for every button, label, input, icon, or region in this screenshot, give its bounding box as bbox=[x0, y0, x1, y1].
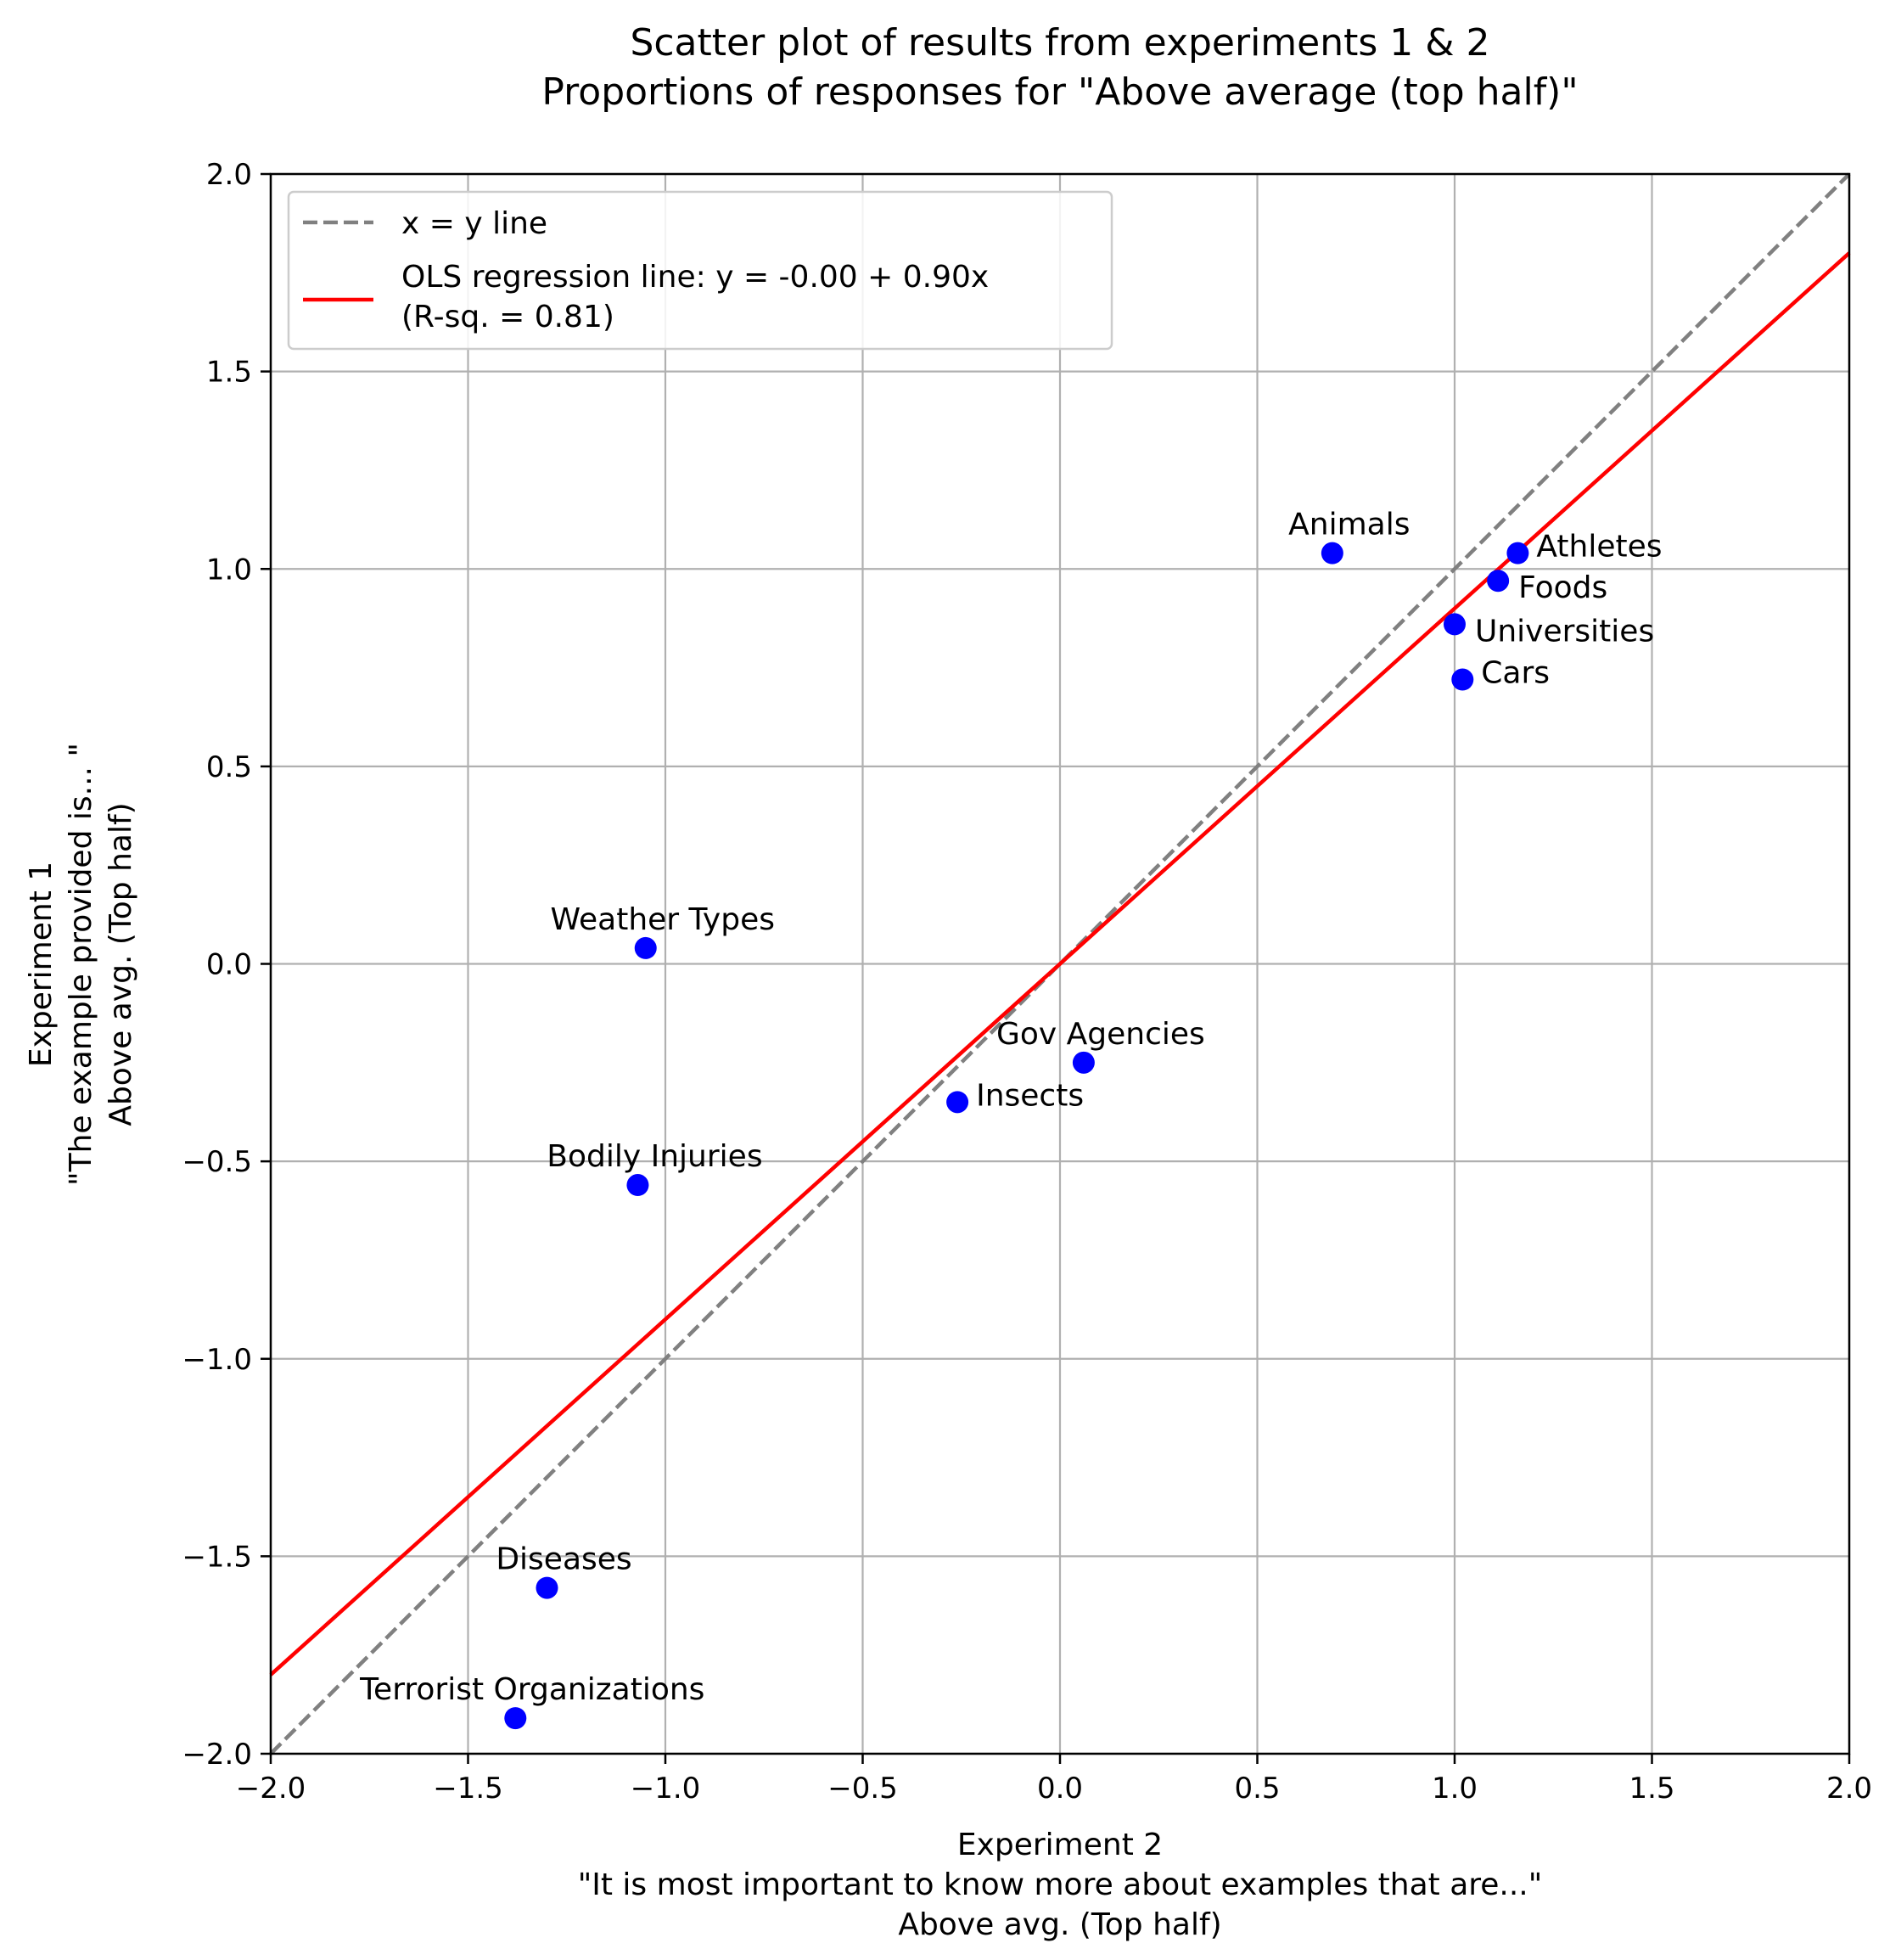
legend: x = y line OLS regression line: y = -0.00… bbox=[287, 190, 1113, 351]
y-tick-label: 0.5 bbox=[206, 750, 252, 784]
points-layer: Animals Athletes Foods Universities Cars Weat… bbox=[359, 508, 1663, 1730]
legend-label: (R-sq. = 0.81) bbox=[401, 300, 614, 334]
x-axis-label-line: Experiment 2 bbox=[957, 1828, 1163, 1862]
data-point bbox=[1451, 668, 1474, 691]
x-tick-label: −1.5 bbox=[433, 1772, 503, 1806]
data-point bbox=[1506, 542, 1529, 564]
x-tick-label: 1.0 bbox=[1432, 1772, 1478, 1806]
x-tick-label: −0.5 bbox=[827, 1772, 898, 1806]
y-tick-label: 1.5 bbox=[206, 356, 252, 390]
data-point bbox=[946, 1091, 969, 1114]
data-point bbox=[1487, 570, 1510, 592]
data-point bbox=[626, 1174, 649, 1197]
point-label: Foods bbox=[1518, 570, 1607, 605]
point-label: Insects bbox=[976, 1078, 1084, 1113]
lines-layer bbox=[269, 172, 1851, 1755]
y-axis-label-line: Experiment 1 bbox=[24, 862, 59, 1067]
point-label: Universities bbox=[1475, 614, 1654, 649]
x-axis-label-line: Above avg. (Top half) bbox=[898, 1907, 1221, 1942]
chart-title-line: Scatter plot of results from experiments… bbox=[630, 21, 1489, 65]
data-point bbox=[1072, 1051, 1095, 1074]
data-point bbox=[504, 1707, 527, 1730]
x-axis-label: Experiment 2 "It is most important to kno… bbox=[578, 1828, 1543, 1942]
ols-regression-line bbox=[269, 251, 1851, 1676]
legend-label: OLS regression line: y = -0.00 + 0.90x bbox=[401, 260, 989, 295]
ticks-layer: −2.0 −1.5 −1.0 −0.5 0.0 0.5 1.0 1.5 2.0 −2.0 −1.5 −… bbox=[182, 158, 1872, 1806]
data-point bbox=[1321, 542, 1343, 564]
x-tick-label: −2.0 bbox=[236, 1772, 306, 1806]
x-tick-label: 0.5 bbox=[1234, 1772, 1280, 1806]
y-tick-label: −1.5 bbox=[182, 1540, 252, 1574]
y-axis-label-line: "The example provided is... " bbox=[64, 743, 98, 1186]
point-label: Weather Types bbox=[551, 902, 775, 937]
y-tick-label: 1.0 bbox=[206, 553, 252, 587]
point-label: Cars bbox=[1481, 656, 1550, 691]
y-tick-label: −0.5 bbox=[182, 1145, 252, 1179]
chart-title-line: Proportions of responses for "Above aver… bbox=[541, 70, 1578, 114]
y-axis-label-line: Above avg. (Top half) bbox=[104, 802, 138, 1126]
point-label: Terrorist Organizations bbox=[359, 1672, 704, 1707]
point-label: Athletes bbox=[1536, 530, 1662, 564]
data-point bbox=[1444, 613, 1466, 636]
chart-title: Scatter plot of results from experiments… bbox=[541, 21, 1578, 114]
legend-label: x = y line bbox=[401, 206, 547, 241]
identity-line bbox=[269, 172, 1851, 1755]
x-axis-label-line: "It is most important to know more about… bbox=[578, 1867, 1543, 1902]
x-tick-label: −1.0 bbox=[631, 1772, 701, 1806]
point-label: Bodily Injuries bbox=[547, 1139, 762, 1174]
legend-box bbox=[287, 190, 1113, 351]
x-tick-label: 0.0 bbox=[1037, 1772, 1083, 1806]
y-tick-label: −2.0 bbox=[182, 1738, 252, 1772]
x-tick-label: 1.5 bbox=[1629, 1772, 1674, 1806]
data-point bbox=[536, 1576, 558, 1599]
data-point bbox=[634, 936, 657, 959]
x-tick-label: 2.0 bbox=[1826, 1772, 1872, 1806]
y-axis-label: Experiment 1 "The example provided is... … bbox=[24, 743, 138, 1186]
y-tick-label: 0.0 bbox=[206, 948, 252, 982]
point-label: Gov Agencies bbox=[996, 1017, 1205, 1052]
point-label: Diseases bbox=[496, 1542, 631, 1577]
point-label: Animals bbox=[1288, 508, 1410, 542]
y-tick-label: −1.0 bbox=[182, 1343, 252, 1377]
y-tick-label: 2.0 bbox=[206, 158, 252, 192]
